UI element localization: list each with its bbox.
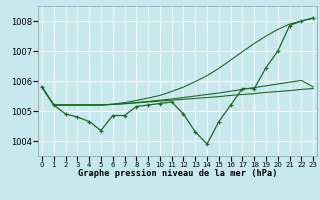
X-axis label: Graphe pression niveau de la mer (hPa): Graphe pression niveau de la mer (hPa) [78,169,277,178]
